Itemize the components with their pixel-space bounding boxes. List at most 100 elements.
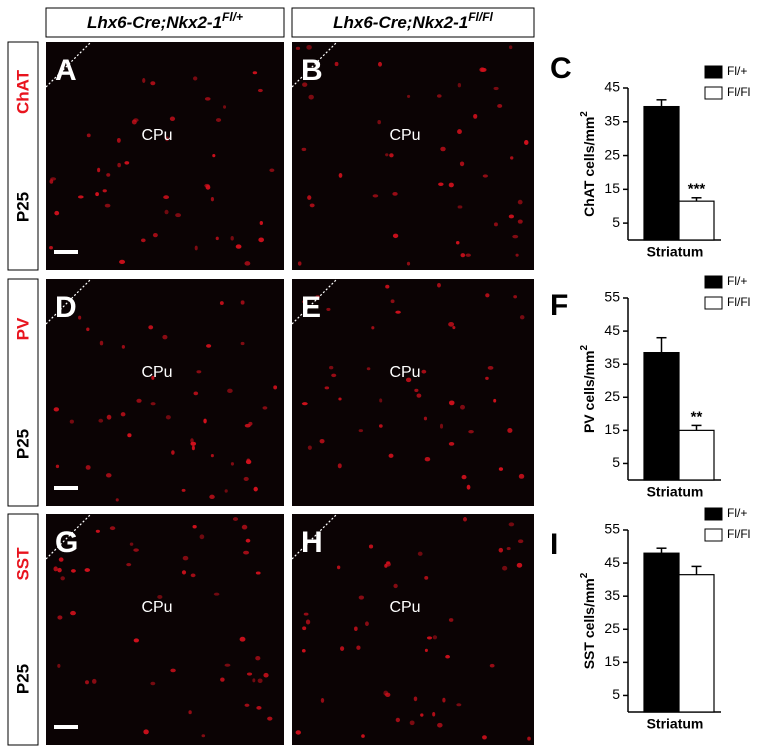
cell (215, 236, 219, 241)
cell (194, 245, 198, 251)
cell (508, 522, 515, 527)
cell (416, 393, 422, 398)
cell (462, 517, 468, 522)
cell (150, 81, 156, 86)
cell (243, 476, 249, 482)
cell (227, 388, 233, 394)
marker-label: SST (13, 547, 32, 581)
cell (507, 428, 513, 433)
cell (117, 162, 121, 168)
cell (244, 261, 251, 266)
cell (439, 423, 444, 429)
micrograph (292, 514, 534, 745)
legend-swatch (704, 86, 723, 100)
cell (70, 610, 76, 616)
cell (437, 722, 443, 728)
cell (150, 681, 156, 686)
cell (493, 86, 499, 91)
panel-label: D (55, 291, 77, 324)
cell (191, 445, 195, 451)
cell (171, 450, 175, 455)
cell (246, 458, 251, 463)
cell (263, 672, 269, 678)
cell (513, 295, 518, 299)
legend-label: Fl/+ (727, 506, 747, 520)
cell (116, 137, 121, 143)
cell (524, 140, 529, 145)
cell (516, 562, 523, 568)
cell (385, 562, 391, 567)
cell (257, 678, 263, 684)
cell (424, 575, 429, 580)
cell (190, 438, 194, 443)
cell (448, 400, 455, 406)
cell (455, 241, 460, 245)
cell (302, 82, 308, 87)
legend-label: Fl/Fl (727, 85, 750, 99)
cell (438, 182, 444, 186)
cell (389, 153, 394, 158)
cell (468, 430, 474, 434)
cell (127, 433, 132, 438)
cell (109, 526, 116, 531)
legend-label: Fl/Fl (727, 527, 750, 541)
cell (175, 213, 181, 218)
cell (85, 680, 89, 685)
cell (267, 716, 273, 721)
cell (98, 418, 104, 423)
cell (508, 214, 515, 219)
cell (165, 415, 171, 420)
cell (58, 557, 64, 562)
y-axis-label: ChAT cells/mm2 (579, 111, 597, 217)
cell (219, 301, 224, 305)
header-text: Lhx6-Cre;Nkx2-1 (87, 13, 222, 32)
legend-label: Fl/+ (727, 274, 747, 288)
cell (99, 340, 104, 346)
cell (305, 619, 311, 625)
cell (256, 706, 262, 710)
cell (143, 729, 149, 735)
panel-label: A (55, 54, 77, 87)
cell (55, 464, 60, 469)
y-tick-label: 35 (604, 112, 620, 128)
cell (465, 253, 471, 257)
cell (57, 567, 62, 573)
cell (482, 735, 487, 740)
cell (170, 668, 176, 673)
cell (517, 219, 523, 224)
cell (301, 649, 306, 653)
cell (358, 429, 364, 433)
cell (252, 71, 258, 75)
micrograph (46, 514, 284, 745)
cell (324, 386, 330, 390)
cell (301, 402, 308, 406)
y-axis-label: SST cells/mm2 (579, 572, 597, 669)
cell (385, 284, 390, 289)
panel-label: G (55, 526, 78, 559)
cell (215, 118, 222, 122)
cell (193, 391, 199, 396)
panel-label: F (550, 289, 568, 322)
cell (424, 648, 428, 652)
cell (436, 94, 442, 98)
scale-bar (54, 725, 78, 729)
cell (162, 334, 168, 340)
cell (515, 253, 519, 257)
cell (210, 453, 214, 458)
cell (395, 717, 401, 723)
cell (480, 67, 487, 72)
cell (57, 663, 61, 668)
boundary (45, 513, 92, 560)
region-label: CPu (141, 364, 172, 381)
cell (239, 636, 246, 642)
cell (129, 542, 134, 546)
micrograph (292, 279, 534, 506)
cell (432, 711, 436, 717)
cell (459, 161, 465, 167)
micrograph (46, 279, 284, 506)
cell (466, 484, 471, 490)
cell (252, 678, 256, 683)
cell (196, 370, 202, 374)
cell (301, 147, 307, 152)
